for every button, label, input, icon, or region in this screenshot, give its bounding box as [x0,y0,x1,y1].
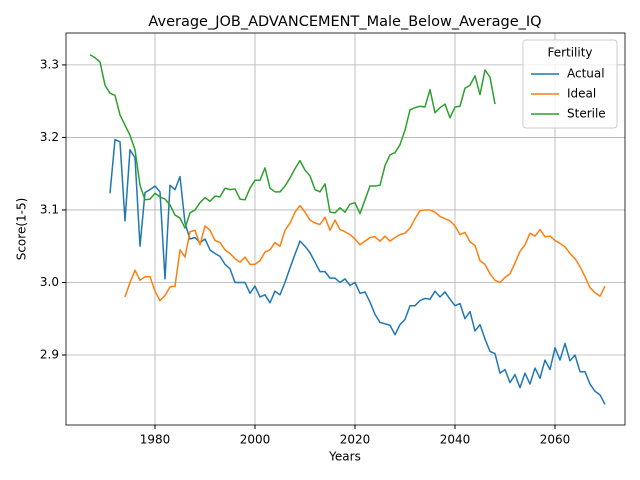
y-tick-label: 3.3 [40,57,59,71]
x-axis-label: Years [328,450,361,464]
legend-label: Actual [567,67,605,81]
y-tick-label: 3.0 [40,275,59,289]
y-tick-label: 3.1 [40,202,59,216]
plot-frame [65,32,626,426]
x-tick-label: 2040 [440,433,471,447]
y-tick-label: 2.9 [40,348,59,362]
legend-title: Fertility [547,46,592,60]
legend-label: Sterile [567,107,606,121]
legend-label: Ideal [567,87,596,101]
x-tick-label: 2060 [540,433,571,447]
legend: Fertility Actual Ideal Sterile [522,39,618,129]
x-tick-label: 1980 [140,433,171,447]
data-line [89,54,496,229]
data-line [109,138,606,405]
x-tick-label: 2000 [240,433,271,447]
y-tick-label: 3.2 [40,130,59,144]
data-line [124,204,606,302]
y-axis-label: Score(1-5) [15,198,29,261]
x-tick-label: 2020 [340,433,371,447]
chart-title: Average_JOB_ADVANCEMENT_Male_Below_Avera… [148,14,541,30]
legend-box [522,39,618,129]
